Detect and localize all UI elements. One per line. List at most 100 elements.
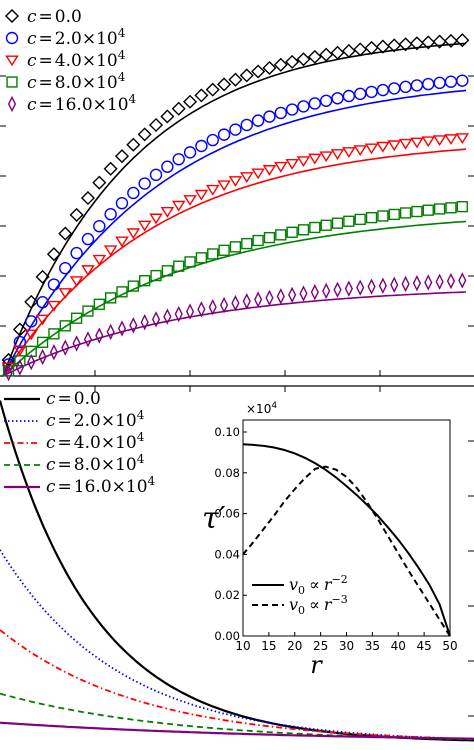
top-series-marker-4 bbox=[412, 275, 422, 292]
top-series-marker-2 bbox=[342, 147, 356, 158]
top-series-marker-4 bbox=[254, 291, 263, 308]
top-series-marker-1 bbox=[70, 246, 83, 260]
top-series-marker-1 bbox=[422, 77, 435, 91]
top-legend-marker-0 bbox=[4, 8, 20, 24]
top-series-marker-0 bbox=[12, 322, 27, 337]
inset-y-tick-label: 0.04 bbox=[214, 547, 240, 561]
top-series-marker-4 bbox=[356, 279, 365, 296]
top-series-marker-4 bbox=[72, 335, 81, 352]
top-series-marker-1 bbox=[115, 196, 129, 210]
bottom-series-line-4 bbox=[0, 721, 474, 740]
inset-y-tick-label: 0.10 bbox=[214, 425, 240, 439]
inset-x-axis-label: r bbox=[310, 651, 323, 679]
top-series-marker-0 bbox=[46, 247, 61, 262]
top-series-marker-1 bbox=[331, 92, 344, 105]
inset-x-tick-label: 45 bbox=[416, 639, 431, 653]
inset-y-scale-note: ×104 bbox=[246, 401, 277, 416]
top-series-marker-1 bbox=[229, 123, 242, 136]
top-panel-ticks bbox=[0, 75, 474, 376]
top-series-marker-2 bbox=[285, 158, 299, 170]
inset-y-tick-label: 0.02 bbox=[214, 588, 240, 602]
top-series-marker-0 bbox=[183, 94, 198, 109]
inset-lines bbox=[242, 443, 451, 637]
inset-x-tick-label: 20 bbox=[287, 639, 302, 653]
top-series-marker-1 bbox=[274, 106, 287, 120]
top-series-marker-4 bbox=[378, 277, 387, 294]
top-series-marker-4 bbox=[265, 289, 274, 307]
top-series-marker-1 bbox=[433, 76, 446, 90]
top-series-marker-1 bbox=[342, 89, 356, 103]
top-series-marker-3 bbox=[445, 202, 457, 214]
top-series-marker-0 bbox=[103, 161, 118, 176]
top-series-marker-1 bbox=[456, 74, 469, 87]
top-series-marker-1 bbox=[444, 75, 458, 88]
top-series-marker-0 bbox=[296, 52, 311, 67]
top-legend-marker-2 bbox=[5, 55, 19, 67]
top-series-marker-1 bbox=[240, 118, 253, 132]
top-series-marker-0 bbox=[341, 43, 356, 59]
top-legend-label-0: c = 0.0 bbox=[27, 7, 82, 27]
inset-y-tick-label: 0.08 bbox=[214, 466, 240, 480]
top-series-marker-4 bbox=[27, 353, 36, 371]
inset-y-tick-label: 0.06 bbox=[214, 507, 240, 521]
top-series-marker-4 bbox=[299, 285, 308, 302]
top-series-marker-0 bbox=[421, 35, 436, 50]
top-series-marker-1 bbox=[104, 208, 117, 221]
top-series-marker-4 bbox=[197, 301, 206, 318]
bottom-legend-label-4: c = 16.0×104 bbox=[46, 474, 156, 497]
top-series-marker-4 bbox=[61, 339, 70, 356]
inset-frame bbox=[242, 419, 451, 637]
top-series-marker-3 bbox=[422, 204, 434, 216]
inset-x-tick-label: 10 bbox=[235, 639, 250, 653]
top-series-marker-3 bbox=[116, 286, 128, 298]
top-series-marker-2 bbox=[217, 180, 231, 192]
top-series-marker-4 bbox=[367, 278, 376, 295]
top-series-marker-3 bbox=[399, 207, 412, 219]
top-series-marker-4 bbox=[49, 344, 59, 361]
top-series-marker-4 bbox=[83, 331, 93, 348]
top-series-marker-1 bbox=[251, 114, 265, 127]
top-series-marker-3 bbox=[252, 234, 264, 247]
bottom-legend-label-0: c = 0.0 bbox=[46, 389, 101, 409]
top-series-marker-2 bbox=[444, 134, 458, 145]
top-series-marker-2 bbox=[308, 153, 322, 165]
top-series-marker-2 bbox=[387, 140, 401, 152]
top-series-marker-0 bbox=[455, 33, 470, 48]
top-series-marker-3 bbox=[241, 237, 253, 250]
inset-y-tick-label: 0.00 bbox=[214, 629, 240, 643]
top-series-marker-2 bbox=[69, 276, 84, 288]
top-series-marker-2 bbox=[126, 228, 141, 240]
top-series-marker-3 bbox=[173, 260, 185, 272]
bottom-series-line-3 bbox=[0, 692, 474, 741]
top-series-marker-4 bbox=[4, 364, 13, 382]
top-legend-label-3: c = 8.0×104 bbox=[27, 70, 126, 93]
top-series-marker-1 bbox=[376, 83, 390, 97]
top-series-marker-2 bbox=[24, 329, 39, 341]
top-series-marker-1 bbox=[127, 186, 140, 200]
top-series-marker-0 bbox=[148, 117, 164, 133]
top-series-marker-4 bbox=[174, 305, 183, 323]
top-series-marker-4 bbox=[117, 320, 127, 337]
top-series-marker-3 bbox=[139, 275, 151, 287]
top-series-marker-3 bbox=[331, 217, 344, 229]
top-series-marker-4 bbox=[435, 273, 444, 290]
top-series-marker-1 bbox=[354, 87, 367, 101]
top-series-marker-3 bbox=[218, 244, 230, 256]
top-series-marker-2 bbox=[171, 200, 186, 212]
top-series-marker-3 bbox=[456, 201, 468, 213]
top-series-marker-0 bbox=[262, 60, 277, 76]
top-series-marker-2 bbox=[296, 156, 311, 168]
top-legend-label-2: c = 4.0×104 bbox=[27, 48, 126, 71]
inset-x-tick-label: 35 bbox=[365, 639, 380, 653]
top-series-marker-2 bbox=[13, 345, 27, 357]
top-series-marker-3 bbox=[297, 224, 310, 236]
top-series-marker-0 bbox=[307, 49, 322, 64]
top-series-marker-1 bbox=[388, 82, 401, 95]
top-panel-markers bbox=[1, 33, 470, 382]
top-series-marker-0 bbox=[228, 72, 243, 87]
top-series-marker-3 bbox=[104, 292, 117, 304]
top-series-marker-3 bbox=[207, 248, 219, 260]
top-series-marker-0 bbox=[443, 33, 458, 48]
top-series-marker-0 bbox=[375, 39, 390, 54]
